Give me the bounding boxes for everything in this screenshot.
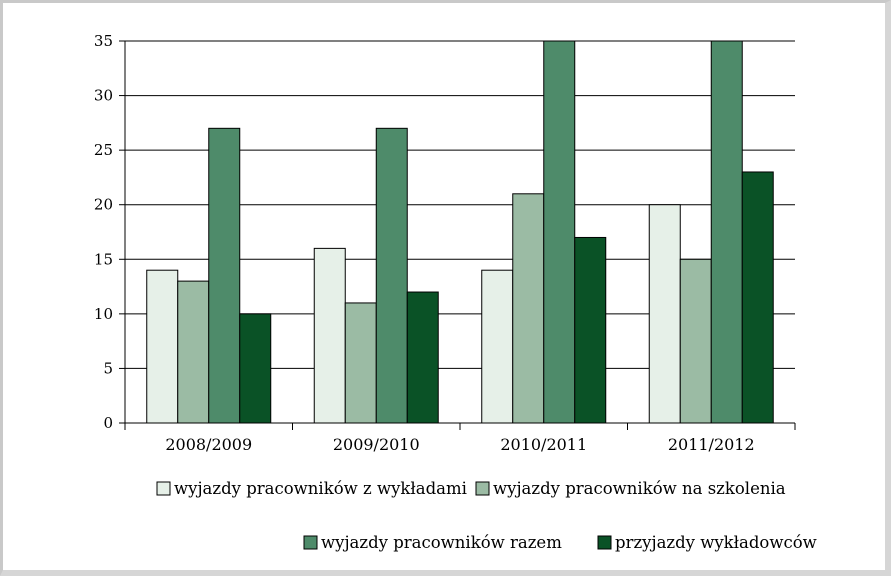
bar xyxy=(313,247,346,424)
legend-label: wyjazdy pracowników razem xyxy=(321,533,562,552)
legend-label: przyjazdy wykładowców xyxy=(615,533,817,552)
x-category-label: 2010/2011 xyxy=(500,435,587,454)
legend-swatch xyxy=(303,535,318,550)
bar xyxy=(648,204,681,424)
x-category-label: 2011/2012 xyxy=(668,435,755,454)
bar xyxy=(208,127,241,424)
bar xyxy=(146,269,179,424)
y-tick-label: 25 xyxy=(94,141,113,159)
y-tick-label: 30 xyxy=(94,87,113,105)
y-tick-label: 5 xyxy=(103,359,113,377)
bar xyxy=(406,291,439,424)
bar xyxy=(512,193,545,424)
y-tick-label: 15 xyxy=(94,250,113,268)
y-tick-label: 35 xyxy=(94,32,113,50)
legend-swatch xyxy=(475,481,490,496)
y-tick-label: 0 xyxy=(103,414,113,432)
bar xyxy=(239,313,272,424)
bar xyxy=(375,127,408,424)
y-tick-label: 10 xyxy=(94,305,113,323)
legend-label: wyjazdy pracowników z wykładami xyxy=(174,479,467,498)
legend-swatch xyxy=(597,535,612,550)
legend-swatch xyxy=(156,481,171,496)
bar xyxy=(344,302,377,424)
bar xyxy=(679,258,712,424)
x-category-label: 2008/2009 xyxy=(165,435,252,454)
y-tick-label: 20 xyxy=(94,196,113,214)
bar xyxy=(543,40,576,424)
x-category-label: 2009/2010 xyxy=(333,435,420,454)
bar xyxy=(481,269,514,424)
legend-label: wyjazdy pracowników na szkolenia xyxy=(493,479,786,498)
bar xyxy=(710,40,743,424)
bar xyxy=(177,280,210,424)
bar xyxy=(574,236,607,424)
bar xyxy=(741,171,774,424)
